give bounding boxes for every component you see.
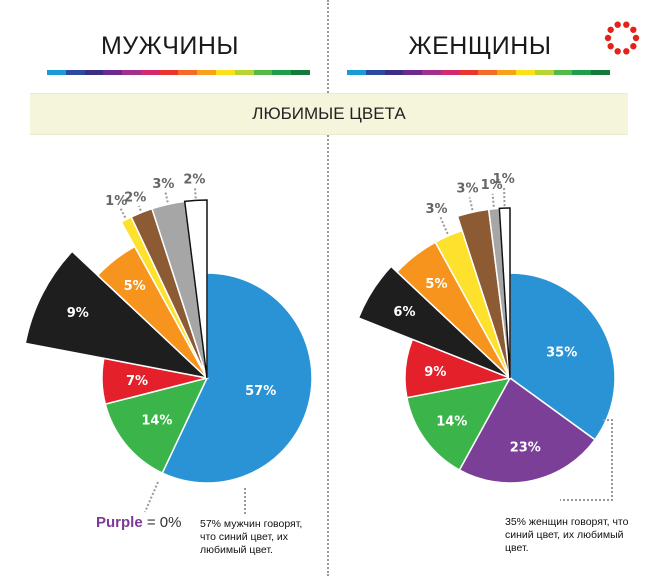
slice-label: 3% — [425, 202, 447, 217]
slice-label: 9% — [67, 306, 89, 321]
stripe-segment — [516, 70, 535, 75]
logo-dot — [632, 34, 640, 42]
leader-line — [164, 192, 169, 203]
stripe-segment — [197, 70, 217, 75]
purple-value: = 0% — [142, 514, 182, 531]
stripe-segment — [65, 70, 85, 75]
slice-label: 1% — [493, 172, 515, 187]
leader-line — [439, 216, 449, 235]
center-divider — [327, 0, 329, 576]
stripe-segment — [422, 70, 441, 75]
pie-slice-black — [357, 265, 511, 379]
logo-dot — [630, 26, 637, 33]
stripe-segment — [497, 70, 517, 75]
stripe-segment — [47, 70, 66, 75]
women-note: 35% женщин говорят, что синий цвет, их л… — [505, 516, 629, 554]
slice-label: 2% — [124, 191, 146, 206]
stripe-segment — [216, 70, 235, 75]
women-color-stripe — [347, 70, 610, 75]
stripe-segment — [103, 70, 123, 75]
slice-label: 5% — [124, 279, 146, 294]
stripe-segment — [365, 70, 385, 75]
purple-label: Purple — [96, 514, 143, 531]
women-note-callout-line — [560, 419, 613, 501]
stripe-segment — [403, 70, 423, 75]
stripe-segment — [253, 70, 273, 75]
stripe-segment — [140, 70, 160, 75]
favorite-colors-banner: ЛЮБИМЫЕ ЦВЕТА — [30, 93, 628, 135]
slice-label: 5% — [425, 277, 447, 292]
slice-label: 2% — [183, 172, 205, 187]
logo-dot — [623, 48, 630, 55]
pie-slice-blue — [509, 272, 616, 441]
slice-label: 6% — [393, 305, 415, 320]
stripe-segment — [591, 70, 610, 75]
men-note: 57% мужчин говорят, что синий цвет, их л… — [200, 518, 303, 556]
pie-slice-purple — [458, 376, 596, 484]
women-header: ЖЕНЩИНЫ — [408, 32, 552, 60]
stripe-segment — [234, 70, 254, 75]
slice-label: 14% — [141, 413, 172, 428]
stripe-segment — [572, 70, 592, 75]
logo-dot — [614, 48, 621, 55]
slice-label: 35% — [546, 346, 577, 361]
slice-label: 14% — [436, 414, 467, 429]
stripe-segment — [440, 70, 460, 75]
stripe-segment — [459, 70, 479, 75]
logo-dot — [614, 21, 621, 28]
pie-slice-blue — [161, 272, 313, 484]
stripe-segment — [122, 70, 141, 75]
pie-slice-green — [405, 376, 512, 472]
stripe-segment — [384, 70, 404, 75]
stripe-segment — [272, 70, 292, 75]
slice-label: 1% — [481, 178, 503, 193]
pie-slice-white — [183, 199, 208, 379]
red-dot-circle-icon — [604, 21, 640, 55]
men-header: МУЖЧИНЫ — [100, 32, 240, 60]
stripe-segment — [478, 70, 498, 75]
logo-dot — [607, 26, 614, 33]
stripe-segment — [291, 70, 310, 75]
purple-zero-note: Purple = 0% — [96, 514, 181, 531]
leader-line — [468, 197, 474, 211]
stripe-segment — [534, 70, 554, 75]
slice-label: 1% — [105, 194, 127, 209]
logo-dot — [630, 43, 637, 50]
pie-slice-black — [24, 250, 210, 380]
slice-label: 3% — [456, 182, 478, 197]
slice-label: 57% — [245, 384, 276, 399]
leader-line — [137, 205, 142, 212]
logo-dot — [604, 34, 612, 42]
purple-callout-line — [144, 481, 159, 513]
stripe-segment — [178, 70, 198, 75]
logo-dot — [607, 43, 614, 50]
men-color-stripe — [47, 70, 310, 75]
leader-line — [119, 208, 127, 219]
slice-label: 3% — [152, 177, 174, 192]
slice-label: 9% — [424, 365, 446, 380]
stripe-segment — [84, 70, 104, 75]
slice-label: 7% — [126, 374, 148, 389]
pie-slice-green — [104, 376, 209, 475]
stripe-segment — [553, 70, 573, 75]
leader-line — [491, 193, 495, 207]
pie-slice-white — [498, 207, 511, 379]
stripe-segment — [347, 70, 366, 75]
leader-line — [194, 188, 197, 199]
slice-label: 23% — [510, 440, 541, 455]
logo-dot — [623, 21, 630, 28]
leader-line — [503, 188, 506, 207]
stripe-segment — [159, 70, 179, 75]
